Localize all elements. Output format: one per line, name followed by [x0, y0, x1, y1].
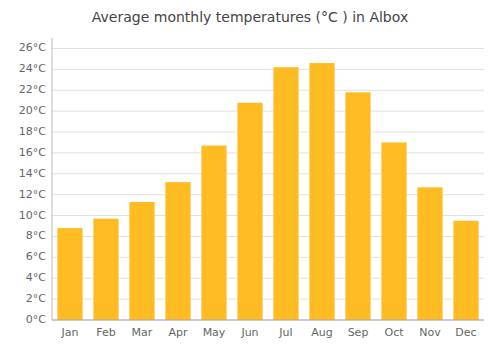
x-axis-line [52, 320, 484, 321]
bar [201, 146, 226, 320]
x-tick-label: Dec [455, 326, 476, 339]
y-tick-label: 18°C [19, 125, 46, 138]
y-tick-label: 2°C [26, 292, 46, 305]
y-tick-label: 12°C [19, 188, 46, 201]
bar [417, 187, 442, 320]
grid-line [52, 173, 484, 174]
title: Average monthly temperatures (°C ) in Al… [92, 9, 408, 25]
bar [453, 221, 478, 320]
y-tick-label: 0°C [26, 313, 46, 326]
x-tick-label: May [203, 326, 226, 339]
y-tick-label: 6°C [26, 250, 46, 263]
bar [237, 103, 262, 320]
x-tick-label: Jan [61, 326, 79, 339]
bar [93, 219, 118, 320]
x-tick-label: Oct [384, 326, 404, 339]
grid-line [52, 132, 484, 133]
grid-line [52, 111, 484, 112]
y-tick-label: 22°C [19, 83, 46, 96]
x-tick-label: Feb [96, 326, 115, 339]
x-tick-label: Jul [278, 326, 292, 339]
y-axis: 0°C 2°C 4°C 6°C 8°C 10°C 12°C 14°C 16°C 18°C 20°C 2… [19, 38, 484, 326]
y-axis-line [52, 38, 53, 320]
y-tick-label: 14°C [19, 167, 46, 180]
grid-line [52, 69, 484, 70]
y-tick-label: 10°C [19, 209, 46, 222]
x-tick-label: Mar [132, 326, 153, 339]
bar [273, 67, 298, 320]
bar [381, 142, 406, 320]
bars [57, 63, 478, 320]
x-tick-label: Apr [168, 326, 188, 339]
bar [309, 63, 334, 320]
y-tick-label: 4°C [26, 271, 46, 284]
grid-line [52, 48, 484, 49]
y-tick-label: 26°C [19, 41, 46, 54]
x-tick-label: Jun [240, 326, 258, 339]
y-tick-label: 20°C [19, 104, 46, 117]
y-tick-label: 24°C [19, 62, 46, 75]
x-axis: Jan Feb Mar Apr May Jun Jul Aug Sep Oct Nov Dec [52, 320, 484, 339]
grid-line [52, 152, 484, 153]
bar [345, 92, 370, 320]
x-tick-label: Aug [311, 326, 332, 339]
grid-line [52, 320, 484, 321]
y-tick-label: 16°C [19, 146, 46, 159]
bar [57, 228, 82, 320]
chart: 0°C 2°C 4°C 6°C 8°C 10°C 12°C 14°C 16°C 18°C 20°C 2… [0, 0, 500, 350]
x-tick-label: Sep [348, 326, 369, 339]
bar [129, 202, 154, 320]
y-tick-label: 8°C [26, 229, 46, 242]
grid-line [52, 90, 484, 91]
bar [165, 182, 190, 320]
x-tick-label: Nov [419, 326, 441, 339]
